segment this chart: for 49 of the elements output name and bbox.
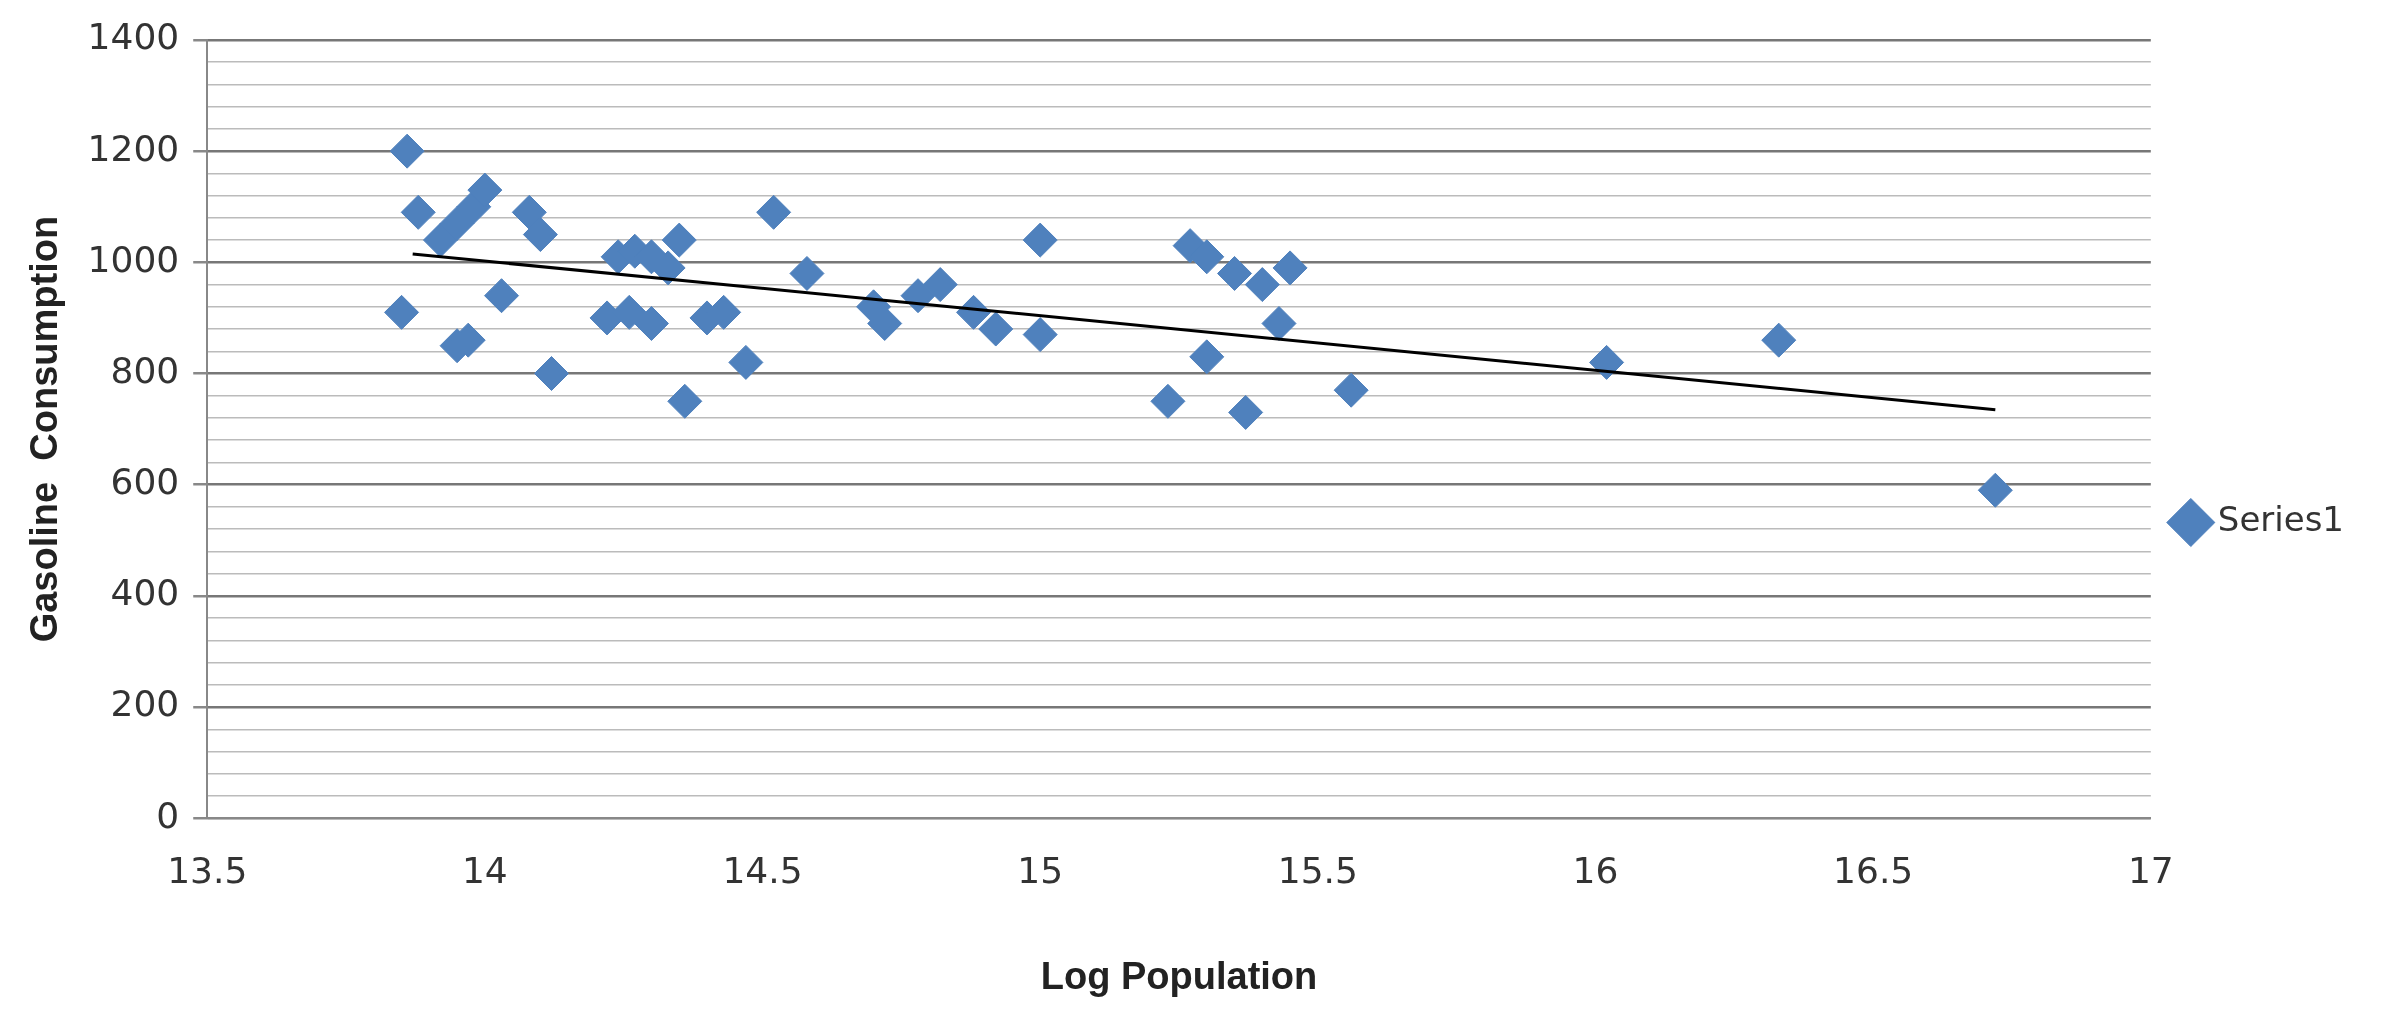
point: [1150, 383, 1186, 419]
x-tick-label: 16: [1572, 850, 1619, 892]
x-tick-label: 15: [1017, 850, 1064, 892]
point: [1022, 317, 1058, 353]
point: [1272, 250, 1308, 286]
y-tick-label: 1200: [87, 127, 180, 169]
point: [661, 222, 697, 258]
y-tick-label: 600: [110, 461, 180, 503]
x-axis-title: Log Population: [1040, 954, 1318, 997]
x-tick-label: 15.5: [1277, 850, 1358, 892]
point: [1589, 344, 1625, 380]
point: [1022, 222, 1058, 258]
y-tick-label: 0: [156, 794, 180, 836]
legend-label: Series1: [2217, 499, 2345, 540]
y-tick-label: 800: [110, 349, 180, 391]
point: [389, 133, 425, 169]
x-tick-label: 14: [461, 850, 508, 892]
point: [667, 383, 703, 419]
point: [384, 294, 420, 330]
point: [534, 356, 570, 392]
point: [1761, 322, 1797, 358]
point: [522, 217, 558, 253]
point: [1977, 472, 2013, 508]
point: [756, 194, 792, 230]
point: [789, 255, 825, 291]
point: [1189, 339, 1225, 375]
point: [728, 344, 764, 380]
y-tick-label: 200: [110, 683, 180, 725]
x-tick-label: 14.5: [722, 850, 803, 892]
y-tick-label: 1000: [87, 238, 180, 280]
point: [439, 205, 475, 241]
point: [978, 311, 1014, 347]
y-tick-label: 400: [110, 572, 180, 614]
y-tick-label: 1400: [87, 16, 180, 58]
point: [511, 194, 547, 230]
x-tick-label: 16.5: [1833, 850, 1914, 892]
point: [1261, 305, 1297, 341]
point: [400, 194, 436, 230]
y-axis-title: Gasoline Consumption: [23, 215, 66, 643]
point: [422, 222, 458, 258]
point: [633, 305, 669, 341]
point: [1228, 394, 1264, 430]
point: [1333, 372, 1369, 408]
point: [922, 267, 958, 303]
point: [1217, 255, 1253, 291]
point: [484, 278, 520, 314]
x-tick-label: 17: [2127, 850, 2174, 892]
point: [1244, 267, 1280, 303]
x-tick-label: 13.5: [167, 850, 248, 892]
